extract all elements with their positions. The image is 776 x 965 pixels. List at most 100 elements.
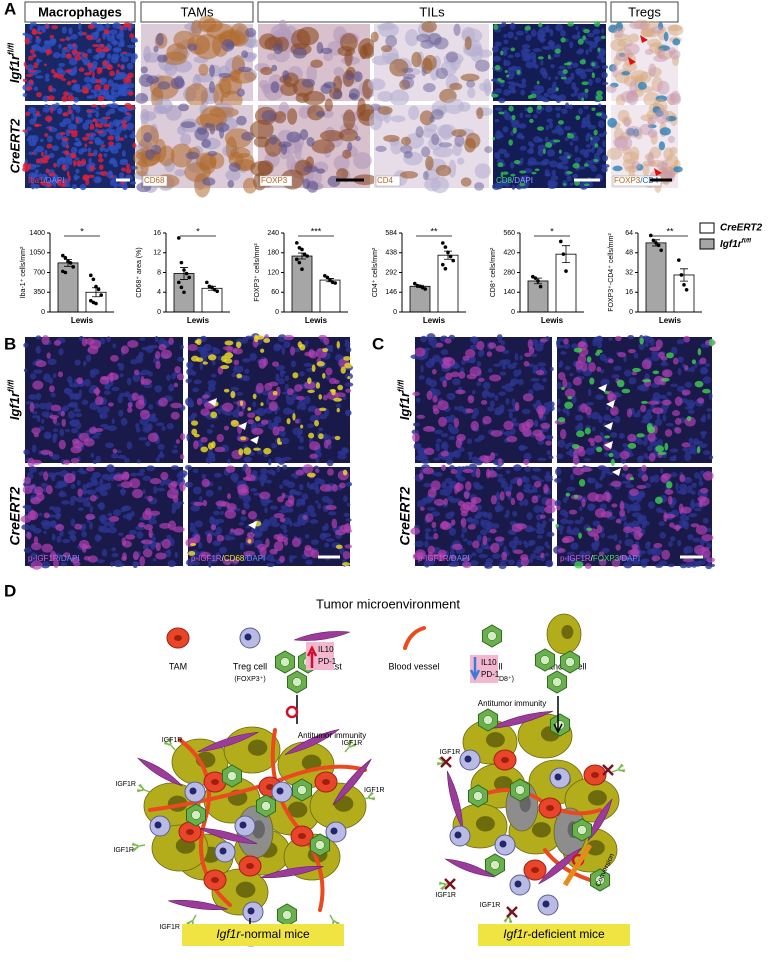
superscript: fl/fl — [397, 379, 406, 392]
cell-texture — [53, 507, 61, 514]
cell-texture — [86, 467, 95, 472]
cell-texture — [199, 496, 202, 502]
cell-texture — [41, 335, 49, 345]
cell-texture — [129, 33, 134, 38]
cell-texture — [642, 415, 647, 421]
cell-texture — [318, 433, 323, 439]
cell-texture — [307, 473, 316, 478]
cell-texture — [292, 428, 301, 436]
cell-texture — [536, 370, 544, 375]
cell-texture — [139, 337, 145, 341]
cell-texture — [166, 375, 171, 381]
cell-texture — [675, 396, 683, 405]
cell-texture — [38, 32, 43, 35]
cell-texture — [271, 522, 280, 527]
cell-texture — [337, 385, 343, 390]
cell-texture — [227, 493, 231, 499]
cell-texture — [545, 169, 550, 176]
cell-texture — [67, 37, 70, 40]
cell-texture — [601, 72, 608, 79]
cell-texture — [637, 439, 643, 445]
cell-texture — [194, 128, 209, 141]
cell-texture — [74, 176, 80, 179]
cell-texture — [500, 51, 503, 56]
legend-swatch — [700, 223, 714, 233]
cell-texture — [211, 456, 215, 462]
cell-texture — [450, 469, 457, 474]
cell-texture — [613, 366, 621, 371]
cell-texture — [408, 105, 419, 120]
nucleus — [465, 756, 472, 763]
cell-texture — [423, 83, 436, 92]
cell-texture — [80, 184, 86, 190]
cell-texture — [487, 407, 494, 412]
cell-texture — [537, 126, 544, 130]
cell-texture — [656, 507, 662, 512]
cell-texture — [106, 64, 113, 70]
cell-texture — [471, 415, 476, 419]
cell-texture — [456, 434, 466, 441]
cell-texture — [194, 434, 200, 437]
cell-texture — [71, 535, 76, 542]
cell-texture — [650, 548, 656, 553]
cell-texture — [180, 345, 184, 349]
stain-label: p-IGF1R/DAPI — [28, 554, 80, 563]
cell-texture — [325, 367, 332, 375]
stain-label: CD8/DAPI — [496, 176, 533, 185]
cell-texture — [154, 385, 162, 392]
cell-texture — [65, 53, 72, 59]
cell-texture — [488, 342, 496, 348]
cell-texture — [104, 390, 111, 394]
cell-texture — [664, 489, 673, 495]
cell-texture — [58, 492, 67, 498]
cell-texture — [420, 455, 425, 459]
cell-texture — [511, 498, 515, 505]
cell-texture — [343, 356, 351, 361]
cell-texture — [221, 39, 234, 52]
cell-texture — [540, 423, 550, 429]
cell-texture — [674, 427, 681, 434]
cell-texture — [39, 48, 46, 53]
cell-texture — [698, 348, 702, 355]
cell-texture — [72, 43, 75, 47]
cell-texture — [672, 455, 676, 461]
cell-texture — [168, 560, 176, 567]
receptor-label: IGF1R — [342, 740, 363, 747]
cell-texture — [219, 547, 227, 554]
cell-texture — [637, 485, 647, 489]
cell-texture — [45, 73, 49, 78]
cell-texture — [557, 408, 561, 412]
cell-texture — [23, 477, 31, 484]
cell-texture — [498, 562, 506, 569]
cell-texture — [668, 496, 673, 505]
cell-texture — [621, 389, 630, 394]
cell-texture — [491, 495, 497, 504]
cell-texture — [685, 382, 692, 388]
y-tick-label: 1400 — [29, 230, 45, 237]
cell-texture — [171, 465, 179, 470]
nucleus — [186, 829, 194, 835]
cell-texture — [519, 423, 525, 432]
cell-texture — [637, 456, 644, 463]
cell-texture — [24, 62, 27, 66]
cell-texture — [74, 124, 77, 130]
cell-texture — [655, 497, 663, 504]
cell-texture — [550, 94, 558, 100]
data-point — [534, 276, 538, 280]
cell-texture — [567, 520, 573, 525]
cell-texture — [260, 468, 268, 474]
cell-texture — [606, 492, 611, 502]
cell-texture — [229, 162, 241, 172]
cell-texture — [600, 533, 605, 538]
significance: * — [80, 226, 84, 236]
cell-texture — [566, 171, 573, 174]
cell-texture — [142, 510, 152, 520]
cell-texture — [474, 182, 484, 191]
cell-texture — [98, 158, 104, 162]
cell-texture — [628, 504, 634, 508]
cell-texture — [68, 27, 72, 34]
cell-texture — [177, 473, 186, 479]
cell-texture — [259, 492, 270, 500]
cell-texture — [575, 157, 582, 162]
cell-texture — [664, 443, 668, 451]
